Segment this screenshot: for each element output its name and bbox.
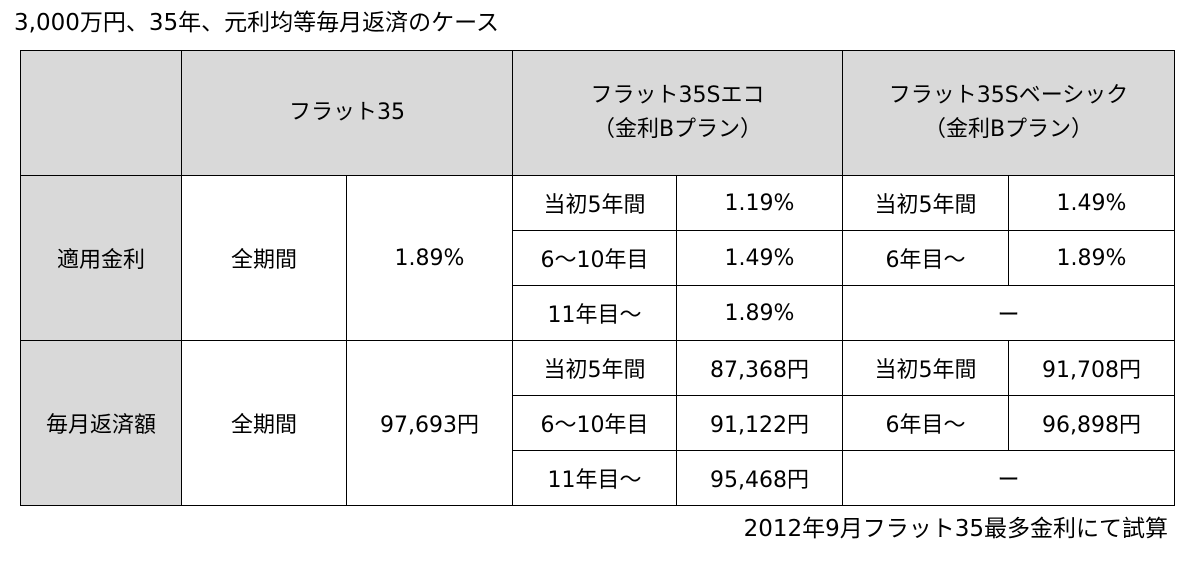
row-header-payment: 毎月返済額 — [20, 340, 182, 506]
basic-period-cell: 当初5年間 — [842, 175, 1009, 231]
eco-payment-cell: 87,368円 — [676, 340, 843, 396]
corner-cell — [20, 50, 182, 176]
basic-not-applicable-cell: ー — [842, 285, 1175, 341]
plan-subtitle: （金利Bプラン） — [923, 117, 1094, 142]
basic-payment-cell: 91,708円 — [1008, 340, 1175, 396]
plan-header-eco: フラット35Sエコ （金利Bプラン） — [512, 50, 843, 176]
plan-subtitle: （金利Bプラン） — [592, 117, 763, 142]
basic-rate-cell: 1.49% — [1008, 175, 1175, 231]
eco-period-cell: 当初5年間 — [512, 175, 677, 231]
footnote: 2012年9月フラット35最多金利にて試算 — [743, 516, 1168, 542]
flat35-rate-cell: 1.89% — [346, 175, 513, 341]
flat35-payment-cell: 97,693円 — [346, 340, 513, 506]
eco-period-cell: 6～10年目 — [512, 395, 677, 451]
table-row: 6～10年目 91,122円 6年目～ 96,898円 — [21, 395, 1175, 451]
row-header-rate: 適用金利 — [20, 175, 182, 341]
eco-rate-cell: 1.49% — [676, 230, 843, 286]
plan-name: フラット35 — [289, 100, 405, 125]
eco-rate-cell: 1.89% — [676, 285, 843, 341]
basic-period-cell: 6年目～ — [842, 395, 1009, 451]
basic-period-cell: 6年目～ — [842, 230, 1009, 286]
eco-rate-cell: 1.19% — [676, 175, 843, 231]
plan-name: フラット35Sベーシック — [888, 83, 1129, 108]
eco-period-cell: 6～10年目 — [512, 230, 677, 286]
table-row: 毎月返済額 全期間 97,693円 当初5年間 87,368円 当初5年間 91… — [20, 340, 1175, 506]
table-row: 適用金利 全期間 1.89% 当初5年間 1.19% 当初5年間 1.49% — [20, 175, 1175, 341]
plan-name: フラット35Sエコ — [590, 83, 765, 108]
eco-period-cell: 11年目～ — [512, 450, 677, 506]
page-title: 3,000万円、35年、元利均等毎月返済のケース — [14, 10, 499, 36]
eco-period-cell: 当初5年間 — [512, 340, 677, 396]
basic-period-cell: 当初5年間 — [842, 340, 1009, 396]
basic-not-applicable-cell: ー — [842, 450, 1175, 506]
flat35-period-cell: 全期間 — [181, 340, 347, 506]
eco-payment-cell: 95,468円 — [676, 450, 843, 506]
plan-header-basic: フラット35Sベーシック （金利Bプラン） — [842, 50, 1175, 176]
plan-header-flat35: フラット35 — [181, 50, 513, 176]
basic-payment-cell: 96,898円 — [1008, 395, 1175, 451]
header-row: フラット35 フラット35Sエコ （金利Bプラン） フラット35Sベーシック （… — [20, 50, 1175, 176]
eco-payment-cell: 91,122円 — [676, 395, 843, 451]
basic-rate-cell: 1.89% — [1008, 230, 1175, 286]
table-row: 11年目～ 95,468円 ー — [21, 450, 1175, 506]
loan-comparison-table: フラット35 フラット35Sエコ （金利Bプラン） フラット35Sベーシック （… — [20, 50, 1175, 506]
flat35-period-cell: 全期間 — [181, 175, 347, 341]
eco-period-cell: 11年目～ — [512, 285, 677, 341]
